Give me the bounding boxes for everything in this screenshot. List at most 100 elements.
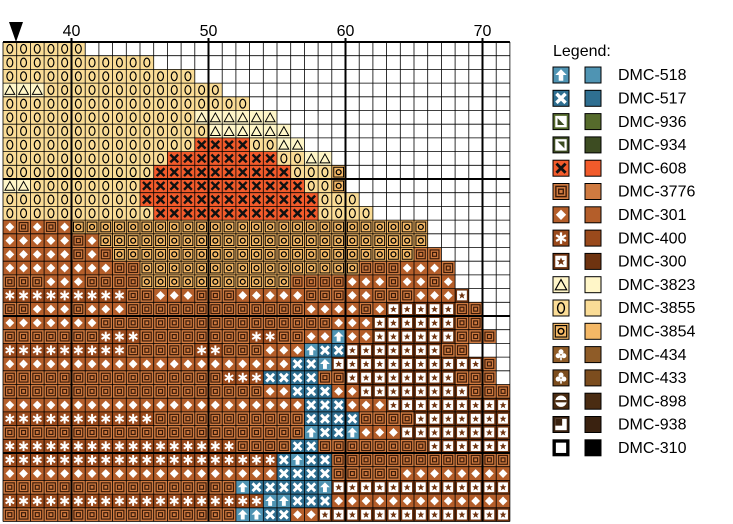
stitch	[249, 343, 264, 358]
stitch	[126, 96, 140, 111]
stitch	[126, 480, 140, 495]
stitch	[222, 247, 236, 262]
stitch	[194, 247, 209, 262]
stitch	[153, 370, 168, 385]
stitch-symbol	[347, 372, 358, 383]
stitch	[153, 247, 168, 262]
stitch	[112, 151, 127, 166]
stitch	[16, 96, 31, 111]
stitch-symbol	[457, 386, 467, 397]
stitch-symbol	[457, 509, 467, 520]
stitch	[290, 425, 305, 440]
stitch	[85, 55, 99, 70]
stitch	[153, 411, 168, 426]
stitch	[249, 425, 264, 440]
stitch	[331, 192, 346, 207]
stitch	[359, 302, 373, 316]
stitch	[140, 69, 154, 84]
stitch	[331, 439, 346, 453]
stitch-symbol	[429, 317, 440, 328]
stitch	[181, 83, 195, 97]
stitch	[331, 261, 346, 275]
stitch	[140, 165, 154, 179]
stitch	[140, 343, 154, 358]
stitch	[3, 192, 17, 207]
stitch	[181, 124, 195, 138]
stitch	[44, 83, 58, 97]
stitch	[181, 411, 195, 426]
stitch	[98, 96, 113, 111]
stitch-symbol	[374, 331, 385, 342]
stitch-symbol	[374, 317, 385, 328]
stitch-symbol	[429, 359, 440, 369]
stitch	[277, 302, 291, 316]
stitch-symbol	[388, 400, 399, 410]
stitch	[140, 55, 154, 70]
stitch	[222, 302, 236, 316]
stitch	[16, 302, 31, 316]
stitch-symbol	[388, 386, 399, 397]
stitch	[359, 233, 373, 248]
stitch	[208, 329, 223, 344]
stitch-symbol	[361, 345, 371, 356]
stitch-symbol	[498, 482, 508, 493]
stitch	[304, 220, 319, 234]
stitch	[112, 261, 127, 275]
stitch	[304, 247, 319, 262]
stitch	[57, 151, 72, 166]
stitch	[386, 453, 401, 467]
stitch	[153, 274, 168, 289]
stitch	[331, 206, 346, 221]
stitch	[98, 384, 113, 399]
stitch	[235, 220, 250, 234]
stitch	[153, 124, 168, 138]
x-tick-label: 70	[474, 23, 492, 40]
stitch-symbol	[402, 359, 413, 369]
stitch	[44, 151, 58, 166]
stitch	[112, 69, 127, 84]
stitch	[126, 165, 140, 179]
stitch	[44, 480, 58, 495]
stitch	[44, 165, 58, 179]
legend-swatch	[584, 322, 602, 340]
stitch-symbol	[402, 345, 413, 356]
stitch	[222, 316, 236, 330]
stitch-symbol	[415, 372, 426, 383]
stitch	[71, 165, 86, 179]
stitch	[277, 137, 291, 152]
stitch	[57, 110, 72, 125]
stitch	[208, 302, 223, 316]
stitch	[181, 329, 195, 344]
stitch	[222, 411, 236, 426]
stitch-symbol	[457, 359, 467, 369]
stitch	[16, 55, 31, 70]
stitch	[3, 151, 17, 166]
stitch	[85, 384, 99, 399]
stitch	[455, 316, 469, 330]
stitch	[30, 206, 45, 221]
stitch	[57, 384, 72, 399]
x-tick-label: 40	[63, 23, 81, 40]
stitch-symbol	[429, 482, 440, 493]
stitch	[386, 411, 401, 426]
stitch	[359, 466, 373, 481]
stitch-symbol	[402, 482, 413, 493]
stitch	[126, 261, 140, 275]
stitch	[16, 151, 31, 166]
stitch-symbol	[429, 441, 440, 452]
legend-symbol-box	[552, 299, 570, 317]
stitch	[85, 165, 99, 179]
stitch	[126, 206, 140, 221]
stitch	[208, 370, 223, 385]
stitch	[427, 247, 442, 262]
stitch	[345, 233, 360, 248]
stitch	[167, 425, 182, 440]
stitch	[208, 480, 223, 495]
stitch-symbol	[457, 482, 467, 493]
stitch	[194, 220, 209, 234]
stitch	[167, 137, 182, 152]
stitch-symbol	[457, 441, 467, 452]
stitch	[3, 206, 17, 221]
stitch	[277, 220, 291, 234]
stitch	[222, 343, 236, 358]
